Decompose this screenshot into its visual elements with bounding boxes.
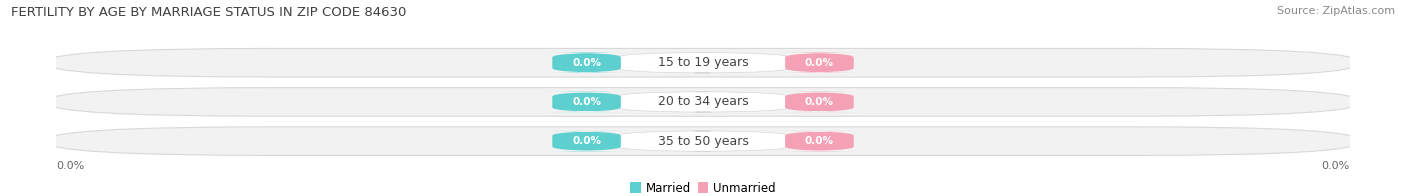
- Text: 0.0%: 0.0%: [804, 58, 834, 68]
- Text: 0.0%: 0.0%: [572, 97, 602, 107]
- FancyBboxPatch shape: [543, 53, 630, 73]
- Text: 0.0%: 0.0%: [572, 58, 602, 68]
- Text: 0.0%: 0.0%: [1322, 161, 1350, 171]
- FancyBboxPatch shape: [614, 53, 792, 73]
- Text: 35 to 50 years: 35 to 50 years: [658, 135, 748, 148]
- FancyBboxPatch shape: [776, 131, 863, 151]
- FancyBboxPatch shape: [46, 127, 1360, 155]
- Legend: Married, Unmarried: Married, Unmarried: [626, 177, 780, 196]
- Text: 0.0%: 0.0%: [804, 97, 834, 107]
- FancyBboxPatch shape: [46, 48, 1360, 77]
- FancyBboxPatch shape: [543, 131, 630, 151]
- Text: FERTILITY BY AGE BY MARRIAGE STATUS IN ZIP CODE 84630: FERTILITY BY AGE BY MARRIAGE STATUS IN Z…: [11, 6, 406, 19]
- Text: 0.0%: 0.0%: [56, 161, 84, 171]
- Text: 0.0%: 0.0%: [804, 136, 834, 146]
- FancyBboxPatch shape: [614, 92, 792, 112]
- FancyBboxPatch shape: [543, 92, 630, 112]
- FancyBboxPatch shape: [614, 131, 792, 151]
- FancyBboxPatch shape: [46, 88, 1360, 116]
- Text: 20 to 34 years: 20 to 34 years: [658, 95, 748, 108]
- FancyBboxPatch shape: [776, 53, 863, 73]
- Text: Source: ZipAtlas.com: Source: ZipAtlas.com: [1277, 6, 1395, 16]
- Text: 0.0%: 0.0%: [572, 136, 602, 146]
- FancyBboxPatch shape: [776, 92, 863, 112]
- Text: 15 to 19 years: 15 to 19 years: [658, 56, 748, 69]
